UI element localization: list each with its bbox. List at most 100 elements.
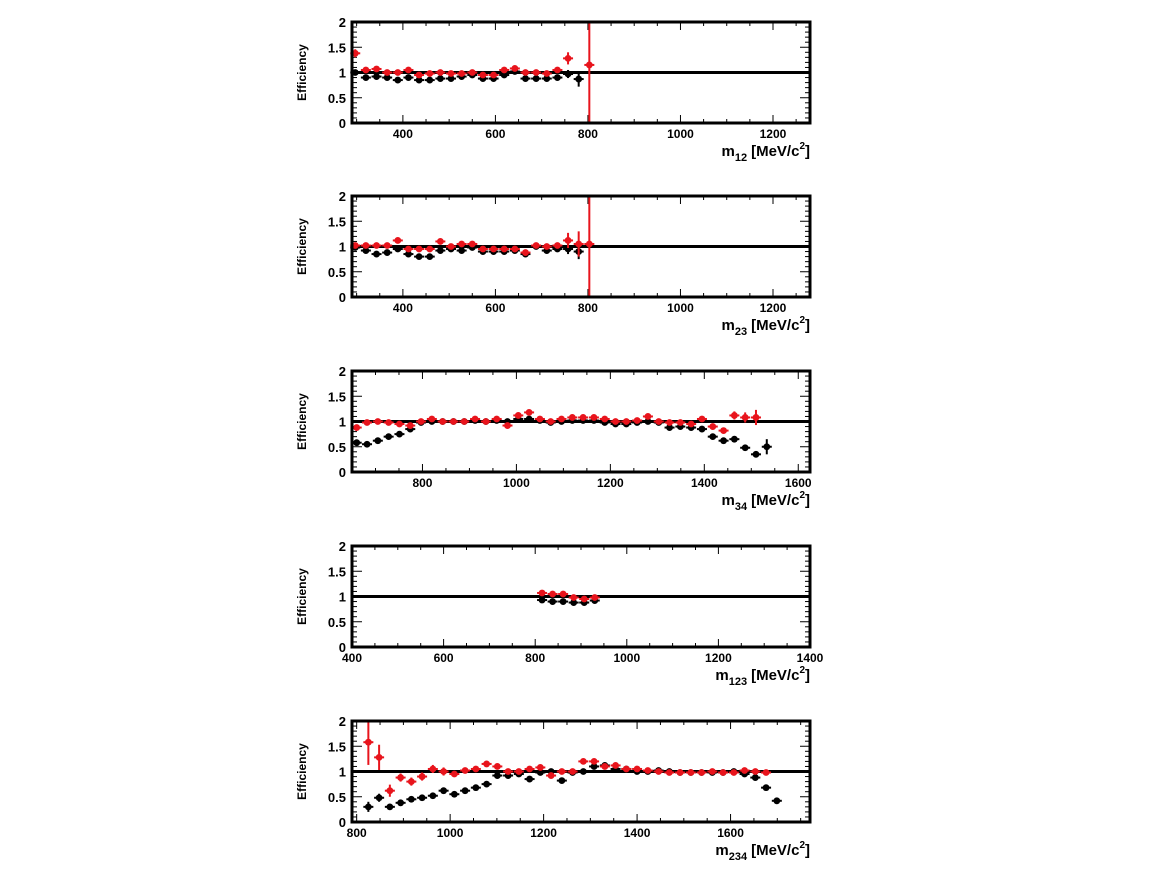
black-data-point <box>644 418 652 425</box>
red-data-point <box>429 765 437 773</box>
x-tick-label: 1400 <box>624 826 651 840</box>
red-data-point <box>558 768 566 775</box>
x-axis-label-close: ] <box>805 143 810 160</box>
red-data-point <box>373 242 380 249</box>
red-data-point <box>633 417 641 424</box>
red-data-point <box>676 769 684 776</box>
red-data-point <box>708 768 716 775</box>
red-data-point <box>558 415 565 423</box>
red-data-point <box>676 419 684 426</box>
red-data-point <box>719 769 727 776</box>
red-data-point <box>543 243 551 250</box>
black-data-point <box>493 772 501 779</box>
y-tick-label: 2 <box>339 15 346 30</box>
red-data-point <box>468 69 476 76</box>
black-data-point <box>418 794 426 802</box>
x-axis-label-unit: [MeV/c <box>751 492 799 509</box>
x-axis-label-unit: [MeV/c <box>751 317 799 334</box>
red-data-point <box>585 240 593 248</box>
black-data-point <box>763 443 771 451</box>
x-axis-label-sup: 2 <box>799 665 805 676</box>
black-data-point <box>362 74 370 81</box>
x-tick-label: 1200 <box>705 651 732 665</box>
red-data-point <box>591 594 599 601</box>
black-data-point <box>579 768 587 775</box>
y-tick-label: 0.5 <box>328 91 346 106</box>
red-data-point <box>549 590 557 598</box>
red-data-point <box>655 418 663 425</box>
red-data-point <box>493 763 501 770</box>
red-data-point <box>405 66 412 74</box>
x-axis-label-close: ] <box>805 667 810 684</box>
red-data-point <box>417 418 425 425</box>
x-axis-label-sub: 12 <box>735 152 747 164</box>
x-tick-label: 400 <box>393 127 413 141</box>
red-data-point <box>569 768 576 775</box>
black-data-point <box>532 75 540 82</box>
chart-panel-1: 0 0.5 1 1.5 2 400 600 800 1000 1200 Efficiency m12 [… <box>295 15 812 164</box>
black-data-point <box>666 424 673 431</box>
black-data-point <box>564 70 572 78</box>
red-data-point <box>447 243 455 250</box>
black-data-point <box>362 247 370 254</box>
red-data-point <box>532 242 540 249</box>
red-data-point <box>439 418 447 425</box>
black-data-point <box>525 415 533 423</box>
black-data-point <box>730 435 738 443</box>
x-tick-label: 1400 <box>797 651 824 665</box>
red-data-point <box>394 237 402 244</box>
red-data-point <box>386 787 394 795</box>
x-axis-label-unit: [MeV/c <box>751 842 799 859</box>
red-data-point <box>458 70 466 77</box>
x-axis-label-sup: 2 <box>799 315 805 326</box>
red-data-point <box>741 414 749 421</box>
red-data-point <box>698 415 706 423</box>
red-data-point <box>385 419 393 426</box>
x-axis-label-main: m <box>721 317 734 334</box>
black-data-point <box>549 598 557 605</box>
x-axis-label-sup: 2 <box>799 840 805 851</box>
red-data-point <box>612 418 619 425</box>
x-axis-label-close: ] <box>805 492 810 509</box>
red-data-point <box>579 414 587 421</box>
red-data-point <box>426 245 434 253</box>
black-data-point <box>440 787 447 795</box>
black-data-point <box>436 75 444 82</box>
red-data-point <box>612 762 619 769</box>
y-tick-label: 0.5 <box>328 265 346 280</box>
y-tick-label: 1 <box>339 765 346 780</box>
black-data-point <box>426 253 434 260</box>
red-data-point <box>532 69 540 76</box>
red-data-point <box>741 767 748 774</box>
y-tick-label: 2 <box>339 714 346 729</box>
black-data-point <box>373 250 380 258</box>
x-tick-label: 1200 <box>530 826 557 840</box>
y-tick-label: 0 <box>339 465 346 480</box>
x-tick-label: 1400 <box>691 476 718 490</box>
red-data-point <box>580 595 588 603</box>
y-tick-label: 2 <box>339 364 346 379</box>
y-tick-label: 0 <box>339 116 346 131</box>
x-tick-label: 1200 <box>597 476 624 490</box>
red-data-point <box>601 763 609 770</box>
x-tick-label: 800 <box>578 127 598 141</box>
red-data-point <box>554 66 561 74</box>
black-data-point <box>458 247 466 254</box>
x-tick-label: 800 <box>525 651 545 665</box>
red-data-point <box>407 778 415 785</box>
red-data-point <box>622 418 630 425</box>
black-data-point <box>397 799 405 807</box>
red-data-point <box>406 422 414 429</box>
plot-frame <box>350 194 812 299</box>
y-axis-label: Efficiency <box>295 743 309 800</box>
red-data-point <box>644 767 652 774</box>
red-data-point <box>543 70 551 77</box>
red-data-point <box>490 71 497 79</box>
red-data-point <box>461 767 469 774</box>
red-data-point <box>364 738 372 746</box>
x-axis-label-unit: [MeV/c <box>751 143 799 160</box>
red-data-point <box>698 769 705 776</box>
black-data-point <box>570 599 578 606</box>
black-data-point <box>383 74 391 81</box>
